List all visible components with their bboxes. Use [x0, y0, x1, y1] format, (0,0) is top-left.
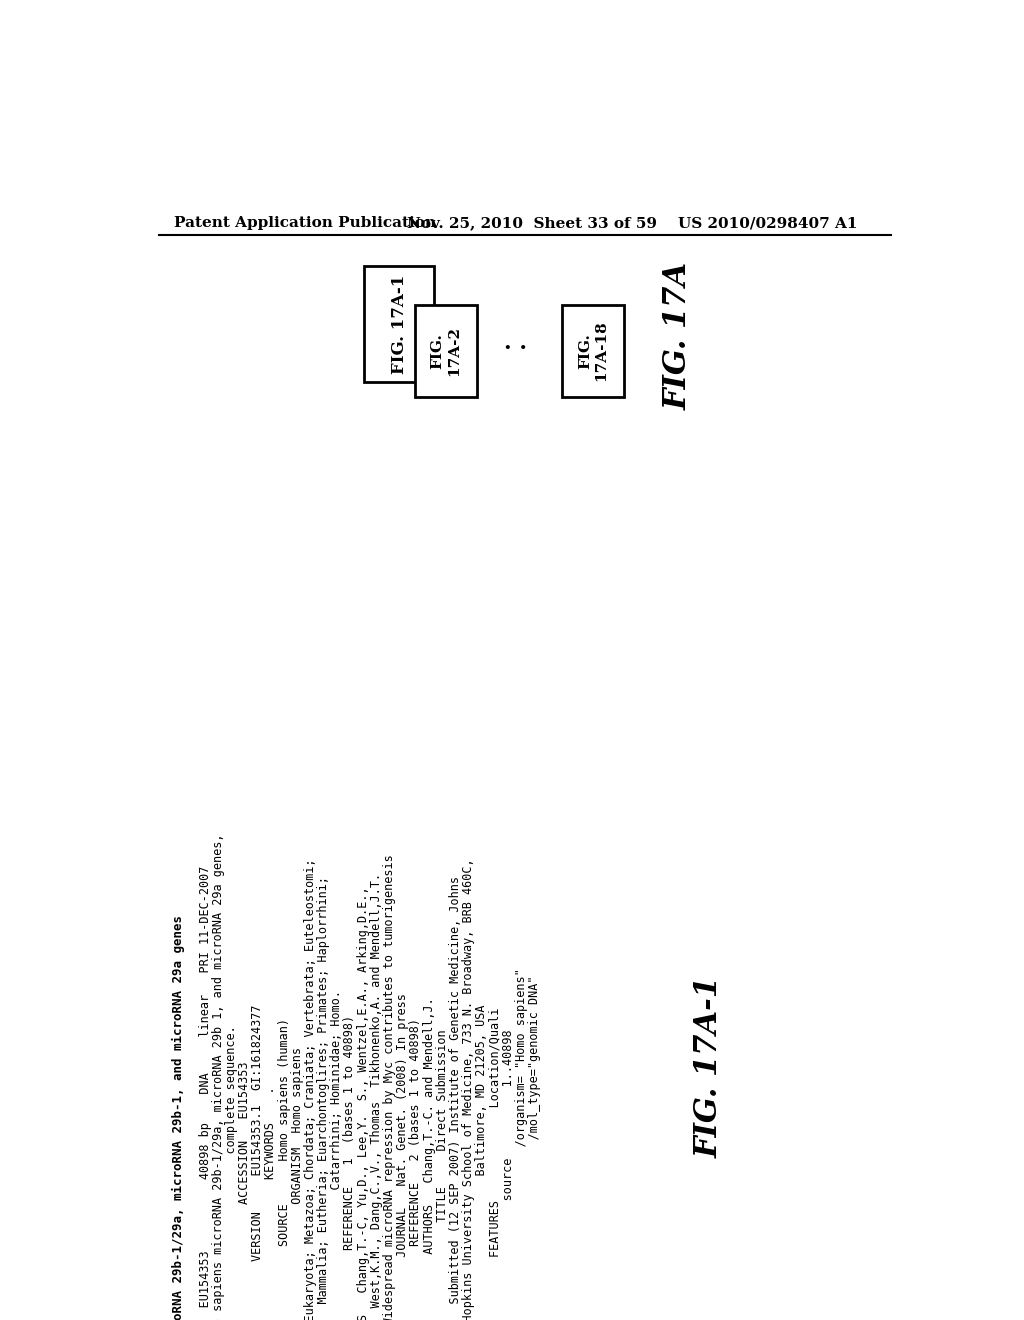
Text: Hopkins University School of Medicine, 733 N. Broadway, BRB 460C,: Hopkins University School of Medicine, 7… — [462, 858, 475, 1320]
Text: AUTHORS   Chang,T.-C, Yu,D., Lee,Y.  S., Wentzel,E.A., Arking,D.E.,: AUTHORS Chang,T.-C, Yu,D., Lee,Y. S., We… — [356, 887, 370, 1320]
Text: /mol_type="genomic DNA": /mol_type="genomic DNA" — [528, 975, 541, 1290]
Text: FIG.
17A-2: FIG. 17A-2 — [431, 326, 461, 376]
Text: . .: . . — [504, 333, 527, 354]
Text: VERSION     EU154353.1  GI:161824377: VERSION EU154353.1 GI:161824377 — [251, 1005, 264, 1261]
Text: Eukaryota; Metazoa; Chordata; Craniata; Vertebrata; Euteleostomi;: Eukaryota; Metazoa; Chordata; Craniata; … — [304, 858, 316, 1320]
Text: complete sequence.: complete sequence. — [225, 1026, 238, 1239]
Text: Nov. 25, 2010  Sheet 33 of 59: Nov. 25, 2010 Sheet 33 of 59 — [407, 216, 657, 230]
Text: FEATURES             Location/Quali: FEATURES Location/Quali — [488, 1007, 502, 1257]
Text: West,K.M., Dang,C.,V., Thomas  Tikhonenko,A. and Mendell,J.T.: West,K.M., Dang,C.,V., Thomas Tikhonenko… — [370, 873, 383, 1320]
Text: FIG. 17A-1: FIG. 17A-1 — [391, 275, 408, 374]
Text: SOURCE      Homo sapiens (human): SOURCE Homo sapiens (human) — [278, 1019, 291, 1246]
Text: FIG.
17A-18: FIG. 17A-18 — [578, 321, 608, 381]
Text: FIG. 17A-1: FIG. 17A-1 — [693, 975, 725, 1158]
Text: microRNA 29b-1/29a, microRNA 29b-1, and microRNA 29a genes: microRNA 29b-1/29a, microRNA 29b-1, and … — [172, 915, 185, 1320]
Bar — [562, 305, 624, 397]
Text: TITLE     Direct Submission: TITLE Direct Submission — [435, 1030, 449, 1236]
Text: Baltimore, MD 21205, USA: Baltimore, MD 21205, USA — [475, 1005, 488, 1261]
Text: DEFINITION  Homo sapiens microRNA 29b-1/29a, microRNA 29b 1, and microRNA 29a ge: DEFINITION Homo sapiens microRNA 29b-1/2… — [212, 833, 224, 1320]
Bar — [365, 267, 434, 381]
Text: ACCESSION   EU154353: ACCESSION EU154353 — [238, 1061, 251, 1204]
Text: Mammalia; Eutheria; Euarchontoglires; Primates; Haplorrhini;: Mammalia; Eutheria; Euarchontoglires; Pr… — [317, 876, 330, 1320]
Text: source          1..40898: source 1..40898 — [502, 1030, 514, 1236]
Text: JOURNAL   Nat. Genet. (2008) In press: JOURNAL Nat. Genet. (2008) In press — [396, 994, 410, 1271]
Text: ORGANISM  Homo sapiens: ORGANISM Homo sapiens — [291, 1047, 304, 1218]
Text: /organism= "Homo sapiens": /organism= "Homo sapiens" — [515, 969, 527, 1296]
Text: AUTHORS   Chang,T.-C. and Mendell,J.: AUTHORS Chang,T.-C. and Mendell,J. — [423, 997, 435, 1267]
Text: TITLE     Widespread microRNA repression by Myc contributes to tumorigenesis: TITLE Widespread microRNA repression by … — [383, 854, 396, 1320]
Text: Patent Application Publication: Patent Application Publication — [174, 216, 436, 230]
Text: US 2010/0298407 A1: US 2010/0298407 A1 — [678, 216, 858, 230]
Text: KEYWORDS    .: KEYWORDS . — [264, 1086, 278, 1179]
Bar — [415, 305, 477, 397]
Text: FIG. 17A: FIG. 17A — [663, 261, 693, 409]
Text: REFERENCE   2 (bases 1 to 40898): REFERENCE 2 (bases 1 to 40898) — [410, 1019, 422, 1246]
Text: REFERENCE   1  (bases 1 to 40898): REFERENCE 1 (bases 1 to 40898) — [343, 1015, 356, 1250]
Text: LOCUS        EU154353          40898 bp    DNA     linear   PRI 11-DEC-2007: LOCUS EU154353 40898 bp DNA linear PRI 1… — [199, 866, 212, 1320]
Text: JOURNAL   Submitted (12 SEP 2007) Institute of Genetic Medicine, Johns: JOURNAL Submitted (12 SEP 2007) Institut… — [449, 876, 462, 1320]
Text: Catarrhini; Hominidae; Homo.: Catarrhini; Hominidae; Homo. — [331, 990, 343, 1275]
